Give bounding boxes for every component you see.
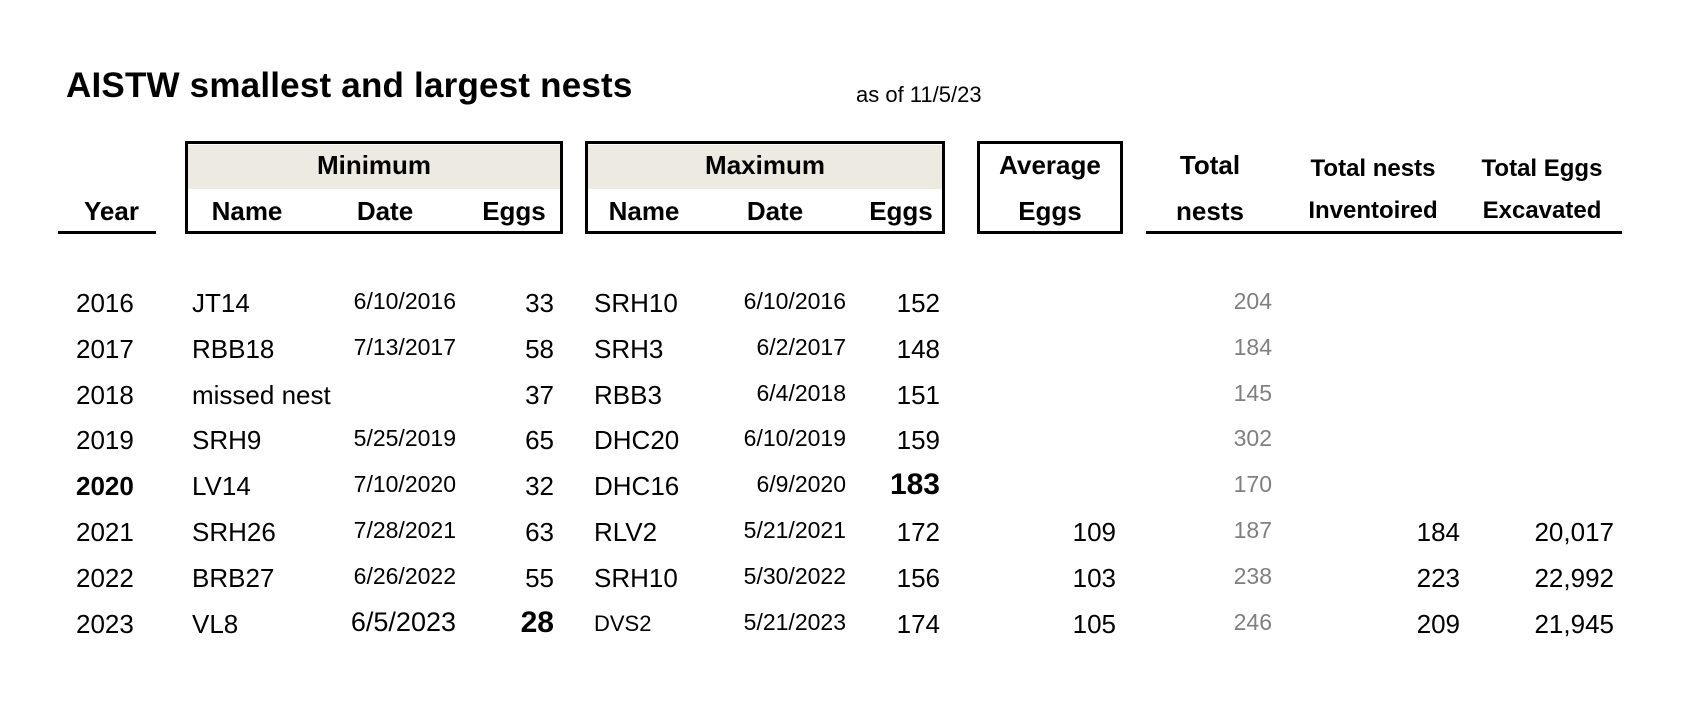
max-name-cell: RBB3: [594, 380, 662, 410]
inventoried-cell: 209: [1416, 609, 1460, 639]
total-nests-header-line1: Total: [1179, 150, 1241, 180]
minimum-group-box: [185, 141, 563, 234]
year-cell: 2021: [76, 517, 134, 547]
min-date-header: Date: [356, 196, 414, 226]
excavated-cell: 22,992: [1534, 563, 1614, 593]
max-eggs-cell: 174: [896, 609, 940, 639]
min-eggs-cell: 32: [525, 471, 554, 501]
min-date-cell: 7/28/2021: [353, 517, 456, 543]
min-date-cell: 7/13/2017: [353, 334, 456, 360]
year-cell: 2016: [76, 288, 134, 318]
min-name-cell: SRH26: [192, 517, 276, 547]
min-name-cell: SRH9: [192, 425, 262, 455]
max-date-cell: 6/10/2019: [743, 425, 846, 451]
inventoried-header-line1: Total nests: [1310, 155, 1436, 182]
min-date-cell: 5/25/2019: [353, 425, 456, 451]
min-name-header: Name: [211, 196, 283, 226]
max-name-header: Name: [608, 196, 680, 226]
max-name-cell: DVS2: [594, 611, 652, 636]
min-eggs-cell: 55: [525, 563, 554, 593]
min-eggs-cell: 28: [520, 606, 554, 639]
min-name-cell: LV14: [192, 471, 251, 501]
total-nests-cell: 184: [1233, 334, 1272, 360]
page-title: AISTW smallest and largest nests: [66, 66, 633, 105]
total-nests-cell: 238: [1233, 563, 1272, 589]
max-eggs-cell: 148: [896, 334, 940, 364]
maximum-header-shade: [588, 145, 942, 189]
max-date-cell: 6/2/2017: [756, 334, 846, 360]
totals-underline: [1146, 231, 1622, 234]
min-eggs-cell: 37: [525, 380, 554, 410]
max-eggs-cell: 159: [896, 425, 940, 455]
year-cell: 2022: [76, 563, 134, 593]
max-eggs-cell: 172: [896, 517, 940, 547]
year-cell: 2018: [76, 380, 134, 410]
max-date-header: Date: [746, 196, 804, 226]
max-date-cell: 5/21/2023: [743, 609, 846, 635]
min-name-cell: VL8: [192, 609, 239, 639]
maximum-header: Maximum: [705, 150, 825, 180]
inventoried-header-line2: Inventoired: [1308, 197, 1438, 224]
max-eggs-cell: 152: [896, 288, 940, 318]
total-nests-cell: 170: [1233, 471, 1272, 497]
min-name-cell: missed nest: [192, 380, 331, 410]
max-date-cell: 6/10/2016: [743, 288, 846, 314]
min-eggs-cell: 58: [525, 334, 554, 364]
average-eggs-cell: 105: [1072, 609, 1116, 639]
average-eggs-cell: 109: [1072, 517, 1116, 547]
excavated-cell: 21,945: [1534, 609, 1614, 639]
year-underline: [58, 231, 156, 234]
min-date-cell: 6/10/2016: [353, 288, 456, 314]
average-header-line1: Average: [999, 150, 1101, 180]
max-name-cell: RLV2: [594, 517, 658, 547]
min-date-cell: 7/10/2020: [353, 471, 456, 497]
max-eggs-header: Eggs: [869, 196, 933, 226]
average-eggs-cell: 103: [1072, 563, 1116, 593]
excavated-header-line1: Total Eggs: [1481, 155, 1603, 182]
min-eggs-cell: 65: [525, 425, 554, 455]
average-header-line2: Eggs: [1018, 196, 1082, 226]
min-name-cell: BRB27: [192, 563, 275, 593]
min-name-cell: JT14: [192, 288, 250, 318]
total-nests-cell: 204: [1233, 288, 1272, 314]
total-nests-cell: 187: [1233, 517, 1272, 543]
max-eggs-cell: 183: [889, 468, 940, 501]
max-date-cell: 5/30/2022: [743, 563, 846, 589]
max-name-cell: SRH10: [594, 288, 678, 318]
min-name-cell: RBB18: [192, 334, 275, 364]
max-eggs-cell: 151: [896, 380, 940, 410]
minimum-header-shade: [188, 145, 560, 189]
max-eggs-cell: 156: [896, 563, 940, 593]
inventoried-cell: 184: [1416, 517, 1460, 547]
maximum-group-box: [585, 141, 945, 234]
minimum-header: Minimum: [316, 150, 432, 180]
total-nests-cell: 145: [1233, 380, 1272, 406]
min-eggs-header: Eggs: [482, 196, 546, 226]
year-cell: 2020: [76, 471, 134, 501]
total-nests-header-line2: nests: [1176, 196, 1244, 226]
min-eggs-cell: 63: [525, 517, 554, 547]
total-nests-cell: 302: [1233, 425, 1272, 451]
max-name-cell: SRH10: [594, 563, 678, 593]
max-name-cell: DHC16: [594, 471, 680, 501]
year-cell: 2023: [76, 609, 134, 639]
total-nests-cell: 246: [1233, 609, 1272, 635]
excavated-cell: 20,017: [1534, 517, 1614, 547]
max-date-cell: 5/21/2021: [743, 517, 846, 543]
inventoried-cell: 223: [1416, 563, 1460, 593]
year-cell: 2017: [76, 334, 134, 364]
min-date-cell: 6/5/2023: [350, 607, 456, 637]
max-name-cell: SRH3: [594, 334, 664, 364]
average-group-box: [977, 141, 1123, 234]
as-of-date: as of 11/5/23: [856, 82, 982, 107]
min-date-cell: 6/26/2022: [353, 563, 456, 589]
max-date-cell: 6/9/2020: [756, 471, 846, 497]
max-date-cell: 6/4/2018: [756, 380, 846, 406]
max-name-cell: DHC20: [594, 425, 680, 455]
year-header: Year: [84, 196, 139, 226]
year-cell: 2019: [76, 425, 134, 455]
min-eggs-cell: 33: [525, 288, 554, 318]
excavated-header-line2: Excavated: [1482, 197, 1602, 224]
